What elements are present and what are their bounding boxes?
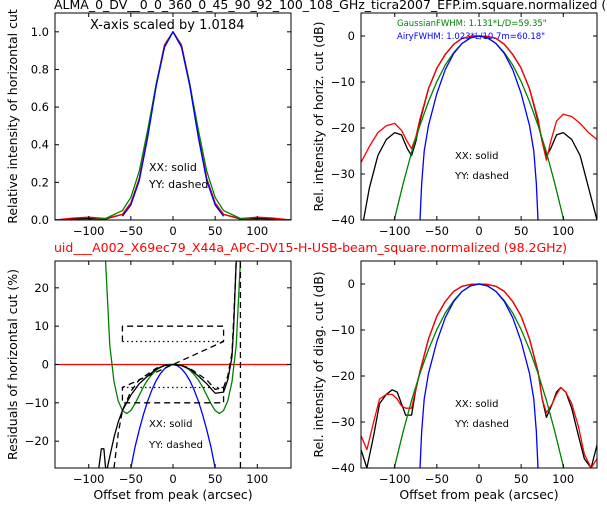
annotation: XX: solid <box>149 161 197 174</box>
annotation: YY: dashed <box>454 171 509 182</box>
series-group <box>55 31 291 220</box>
series-group <box>55 261 291 468</box>
annotation: X-axis scaled by 1.0184 <box>90 18 245 33</box>
x-tick-label: 100 <box>552 224 574 238</box>
x-tick-label: 50 <box>514 472 529 486</box>
y-tick-label: 0.2 <box>31 175 49 189</box>
annotation: AiryFWHM: 1.023*L/10.7m=60.18" <box>397 32 545 42</box>
series-line <box>121 325 225 404</box>
y-tick-label: 20 <box>34 281 49 295</box>
x-tick-label: −50 <box>425 224 449 238</box>
annotation: XX: solid <box>455 151 498 162</box>
series-group <box>361 35 597 220</box>
x-tick-label: 50 <box>208 472 223 486</box>
series-line <box>419 35 539 220</box>
y-tick-label: 0.8 <box>31 62 49 76</box>
annotation: YY: dashed <box>454 419 509 430</box>
y-tick-label: −30 <box>331 167 355 181</box>
x-tick-label: 100 <box>246 472 268 486</box>
series-line <box>121 31 225 217</box>
x-tick-label: 50 <box>208 224 223 238</box>
top-title: ALMA_0_DV__0_0_360_0_45_90_92_100_108_GH… <box>54 0 606 12</box>
series-line <box>419 283 539 468</box>
x-tick-label: 0 <box>169 472 176 486</box>
y-axis-label: Rel. intensity of diag. cut (dB) <box>311 271 326 457</box>
y-tick-label: −30 <box>331 415 355 429</box>
x-tick-label: 0 <box>475 472 482 486</box>
y-axis-label: Rel. intensity of horiz. cut (dB) <box>311 21 326 211</box>
y-tick-label: 0 <box>348 29 355 43</box>
x-tick-label: 0 <box>475 224 482 238</box>
panels: −100 −50 0 50 1000.00.20.40.60.81.0Relative … <box>5 9 598 502</box>
annotation: YY: dashed <box>148 440 203 451</box>
x-tick-label: −50 <box>119 472 143 486</box>
series-group <box>361 283 597 468</box>
annotation: GaussianFWHM: 1.131*L/D=59.35" <box>397 19 547 29</box>
y-tick-label: −20 <box>331 369 355 383</box>
y-tick-label: 0 <box>42 358 49 372</box>
x-tick-label: −100 <box>73 472 105 486</box>
y-tick-label: 0.6 <box>31 100 49 114</box>
y-tick-label: 10 <box>34 319 49 333</box>
x-tick-label: 0 <box>169 224 176 238</box>
y-tick-label: 0.4 <box>31 138 49 152</box>
y-tick-label: −10 <box>331 75 355 89</box>
y-tick-label: −40 <box>331 461 355 475</box>
x-tick-label: 50 <box>514 224 529 238</box>
y-tick-label: 0 <box>348 277 355 291</box>
x-axis-label: Offset from peak (arcsec) <box>93 487 252 502</box>
y-tick-label: 0.0 <box>31 213 49 227</box>
x-tick-label: 100 <box>246 224 268 238</box>
y-tick-label: −10 <box>331 323 355 337</box>
x-tick-label: −50 <box>425 472 449 486</box>
y-tick-label: −20 <box>25 434 49 448</box>
y-tick-label: −10 <box>25 396 49 410</box>
chart-horiz_linear: −100 −50 0 50 100 0.0 0.2 0.4 0.6 0.8 1.0 Relative … <box>5 9 292 238</box>
x-axis-label: Offset from peak (arcsec) <box>399 487 558 502</box>
series-line <box>113 261 241 468</box>
y-tick-label: 1.0 <box>31 25 49 39</box>
y-tick-label: −40 <box>331 213 355 227</box>
y-tick-label: −20 <box>331 121 355 135</box>
x-tick-label: −100 <box>379 472 411 486</box>
y-axis-label: Relative intensity of horizontal cut <box>5 9 20 224</box>
x-tick-label: −100 <box>73 224 105 238</box>
annotation: YY: dashed <box>148 178 208 191</box>
x-tick-label: −100 <box>379 224 411 238</box>
annotation: XX: solid <box>455 399 498 410</box>
mid-title: uid___A002_X69ec79_X44a_APC-DV15-H-USB-b… <box>54 240 567 255</box>
x-tick-label: −50 <box>119 224 143 238</box>
annotation: XX: solid <box>149 419 192 430</box>
x-tick-label: 100 <box>552 472 574 486</box>
y-axis-label: Residuals of horizontal cut (%) <box>5 269 20 460</box>
